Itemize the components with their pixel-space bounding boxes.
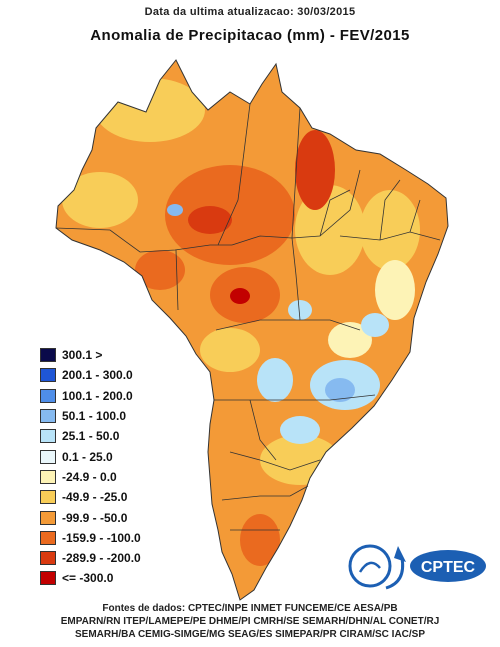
legend-item: -49.9 - -25.0 <box>40 487 200 507</box>
legend-item: -24.9 - 0.0 <box>40 467 200 487</box>
legend-label: 50.1 - 100.0 <box>62 409 127 424</box>
logo-arc-icon <box>385 557 405 590</box>
legend-swatch <box>40 510 56 525</box>
sources-line-1: Fontes de dados: CPTEC/INPE INMET FUNCEM… <box>102 603 398 614</box>
legend-swatch <box>40 551 56 566</box>
legend-label: 0.1 - 25.0 <box>62 449 113 464</box>
legend-label: 25.1 - 50.0 <box>62 429 120 444</box>
data-sources: Fontes de dados: CPTEC/INPE INMET FUNCEM… <box>0 602 500 641</box>
legend-swatch <box>40 530 56 545</box>
legend-label: -159.9 - -100.0 <box>62 530 141 545</box>
legend-swatch <box>40 490 56 505</box>
legend-swatch <box>40 469 56 484</box>
legend-label: 200.1 - 300.0 <box>62 368 133 383</box>
legend-item: 0.1 - 25.0 <box>40 446 200 466</box>
legend-label: -49.9 - -25.0 <box>62 490 128 505</box>
legend: 300.1 > 200.1 - 300.0 100.1 - 200.0 50.1… <box>40 345 200 589</box>
state-borders <box>55 103 441 531</box>
legend-item: 25.1 - 50.0 <box>40 426 200 446</box>
logo-text: CPTEC <box>421 559 476 576</box>
cptec-logo: CPTEC <box>348 544 486 590</box>
legend-label: -99.9 - -50.0 <box>62 510 128 525</box>
legend-label: <= -300.0 <box>62 571 114 586</box>
map-title: Anomalia de Precipitacao (mm) - FEV/2015 <box>90 27 410 44</box>
legend-label: 100.1 - 200.0 <box>62 388 133 403</box>
legend-item: 300.1 > <box>40 345 200 365</box>
logo-ring-icon <box>348 544 392 588</box>
legend-item: -159.9 - -100.0 <box>40 528 200 548</box>
legend-swatch <box>40 388 56 403</box>
legend-swatch <box>40 409 56 424</box>
legend-item: 100.1 - 200.0 <box>40 386 200 406</box>
sources-line-2: EMPARN/RN ITEP/LAMEPE/PE DHME/PI CMRH/SE… <box>60 616 440 627</box>
legend-label: -289.9 - -200.0 <box>62 551 141 566</box>
logo-arrow-icon <box>394 546 406 562</box>
legend-swatch <box>40 368 56 383</box>
legend-swatch <box>40 449 56 464</box>
sources-line-3: SEMARH/BA CEMIG-SIMGE/MG SEAG/ES SIMEPAR… <box>74 629 426 640</box>
legend-label: 300.1 > <box>62 348 103 363</box>
legend-label: -24.9 - 0.0 <box>62 469 117 484</box>
legend-swatch <box>40 429 56 444</box>
legend-item: 50.1 - 100.0 <box>40 406 200 426</box>
legend-item: 200.1 - 300.0 <box>40 365 200 385</box>
legend-swatch <box>40 571 56 586</box>
legend-item: -99.9 - -50.0 <box>40 507 200 527</box>
update-date-text: Data da ultima atualizacao: 30/03/2015 <box>144 6 356 18</box>
legend-swatch <box>40 348 56 363</box>
logo-badge <box>410 550 486 582</box>
legend-item: -289.9 - -200.0 <box>40 548 200 568</box>
legend-item: <= -300.0 <box>40 568 200 588</box>
logo-swirl-icon <box>358 561 381 573</box>
